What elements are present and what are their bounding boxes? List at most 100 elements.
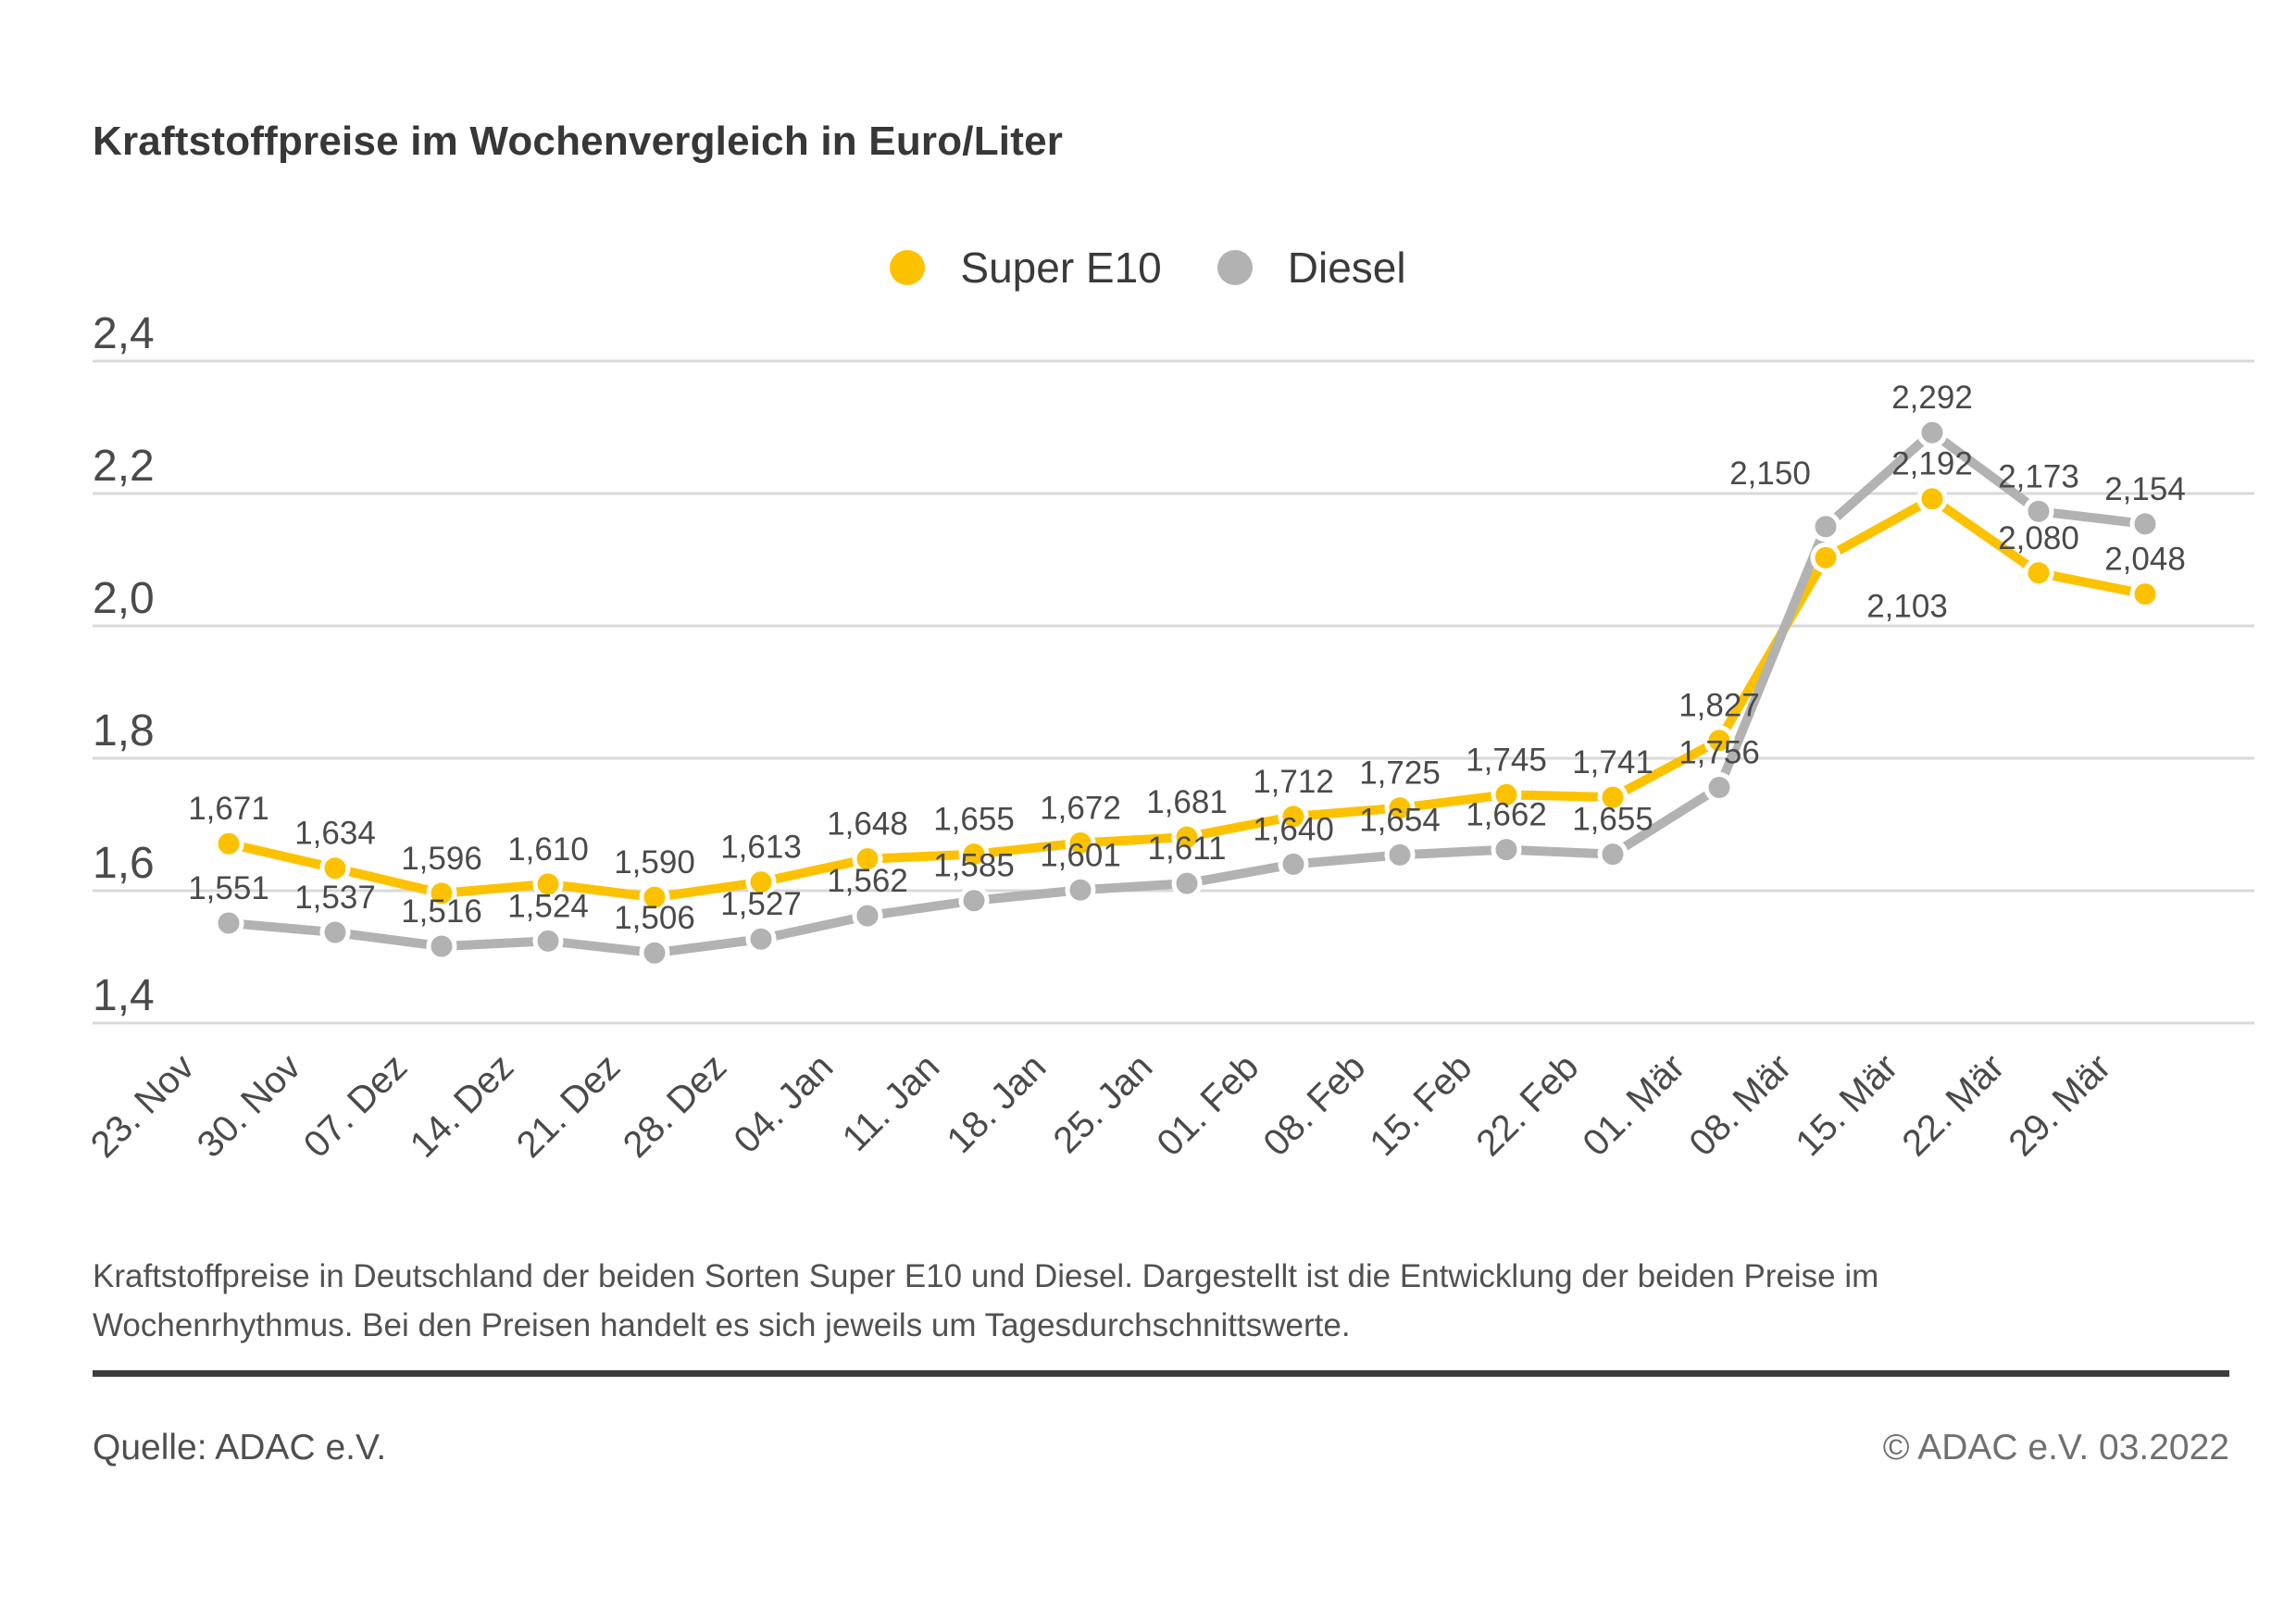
x-axis-tick-label: 08. Mär <box>1681 1046 1799 1164</box>
page-title: Kraftstoffpreise im Wochenvergleich in E… <box>93 119 1064 164</box>
value-label-super-e10: 1,655 <box>933 802 1015 838</box>
point-diesel <box>1491 834 1522 866</box>
point-diesel <box>532 925 564 956</box>
y-axis-tick-label: 2,2 <box>93 442 155 491</box>
legend-item-diesel: Diesel <box>1217 243 1406 293</box>
point-diesel <box>1597 839 1628 870</box>
point-diesel <box>2129 508 2161 540</box>
value-label-super-e10: 1,610 <box>507 831 589 868</box>
legend-dot-icon <box>1217 250 1253 285</box>
point-diesel <box>639 937 670 968</box>
point-diesel <box>1171 868 1203 899</box>
value-label-diesel: 1,506 <box>614 900 695 936</box>
value-label-diesel: 1,562 <box>827 863 908 899</box>
value-label-diesel: 2,150 <box>1729 456 1811 492</box>
value-label-diesel: 1,585 <box>933 848 1015 884</box>
legend-dot-icon <box>890 250 926 285</box>
value-label-diesel: 1,551 <box>188 870 269 906</box>
x-axis-tick-label: 08. Feb <box>1255 1046 1373 1164</box>
point-super-e10 <box>745 867 777 898</box>
value-label-super-e10: 1,613 <box>720 830 802 866</box>
value-label-super-e10: 1,634 <box>294 816 376 852</box>
x-axis-tick-label: 28. Dez <box>616 1046 735 1166</box>
point-super-e10 <box>852 843 883 875</box>
point-super-e10 <box>2129 579 2161 610</box>
y-axis-tick-label: 1,6 <box>93 839 155 888</box>
x-axis-tick-label: 25. Jan <box>1045 1046 1160 1161</box>
point-diesel <box>745 923 777 955</box>
y-axis-tick-label: 1,8 <box>93 706 155 756</box>
x-axis-tick-label: 15. Mär <box>1788 1046 1905 1164</box>
x-axis-tick-label: 11. Jan <box>835 1046 948 1159</box>
point-super-e10 <box>1597 781 1628 813</box>
point-super-e10 <box>1384 793 1416 824</box>
point-diesel <box>852 900 883 931</box>
point-super-e10 <box>1065 828 1096 859</box>
value-label-super-e10: 1,590 <box>614 844 695 880</box>
x-axis-tick-label: 23. Nov <box>83 1046 203 1166</box>
value-label-super-e10: 1,827 <box>1678 688 1760 724</box>
point-super-e10 <box>213 828 244 859</box>
value-label-super-e10: 1,745 <box>1466 742 1547 778</box>
point-super-e10 <box>532 868 564 900</box>
value-label-super-e10: 1,741 <box>1572 744 1653 781</box>
value-label-diesel: 1,516 <box>401 893 482 930</box>
value-label-super-e10: 1,712 <box>1253 764 1334 800</box>
point-super-e10 <box>1810 542 1841 573</box>
point-super-e10 <box>319 853 351 884</box>
divider-rule <box>93 1370 2229 1377</box>
x-axis-tick-label: 07. Dez <box>296 1046 416 1166</box>
value-label-diesel: 2,154 <box>2104 471 2186 507</box>
value-label-super-e10: 1,725 <box>1359 756 1441 792</box>
point-diesel <box>1384 839 1416 870</box>
x-axis-tick-label: 04. Jan <box>726 1046 841 1161</box>
value-label-diesel: 1,655 <box>1572 802 1653 838</box>
legend-item-super-e10: Super E10 <box>890 243 1162 293</box>
caption-line-2: Wochenrhythmus. Bei den Preisen handelt … <box>93 1307 1351 1343</box>
legend-label: Super E10 <box>960 244 1162 292</box>
x-axis-tick-label: 22. Mär <box>1894 1046 2012 1164</box>
value-label-diesel: 1,527 <box>720 886 802 922</box>
value-label-super-e10: 1,681 <box>1146 784 1228 820</box>
point-diesel <box>2023 495 2054 527</box>
value-label-diesel: 1,537 <box>294 880 376 916</box>
caption-line-1: Kraftstoffpreise in Deutschland der beid… <box>93 1258 1879 1294</box>
y-axis-tick-label: 1,4 <box>93 971 155 1020</box>
value-label-diesel: 1,640 <box>1253 811 1334 847</box>
value-label-super-e10: 2,048 <box>2104 542 2186 578</box>
point-diesel <box>1065 874 1096 905</box>
x-axis-tick-label: 14. Dez <box>403 1046 522 1166</box>
chart-caption: Kraftstoffpreise in Deutschland der beid… <box>93 1252 1878 1350</box>
point-diesel <box>1916 417 1948 448</box>
value-label-diesel: 1,654 <box>1359 802 1441 838</box>
point-super-e10 <box>1171 821 1203 853</box>
x-axis-tick-label: 22. Feb <box>1468 1046 1586 1164</box>
point-super-e10 <box>958 839 990 870</box>
point-super-e10 <box>639 881 670 913</box>
point-diesel <box>213 907 244 939</box>
value-label-super-e10: 1,671 <box>188 791 269 827</box>
value-label-super-e10: 2,103 <box>1866 588 1948 624</box>
point-super-e10 <box>1703 725 1735 756</box>
value-label-diesel: 1,611 <box>1148 830 1227 867</box>
value-label-diesel: 1,756 <box>1678 734 1760 770</box>
point-super-e10 <box>1916 483 1948 515</box>
point-diesel <box>426 930 457 962</box>
point-diesel <box>958 885 990 917</box>
point-super-e10 <box>426 878 457 909</box>
value-label-super-e10: 1,672 <box>1040 791 1121 827</box>
copyright-text: © ADAC e.V. 03.2022 <box>1882 1428 2229 1467</box>
point-diesel <box>1810 511 1841 543</box>
point-diesel <box>1703 771 1735 803</box>
x-axis-tick-label: 18. Jan <box>939 1046 1054 1161</box>
y-axis-tick-label: 2,0 <box>93 574 155 623</box>
x-axis-tick-label: 01. Mär <box>1575 1046 1692 1164</box>
value-label-diesel: 2,173 <box>1998 458 2079 494</box>
point-diesel <box>319 917 351 948</box>
x-axis-tick-label: 15. Feb <box>1362 1046 1479 1164</box>
legend-label: Diesel <box>1287 244 1406 292</box>
value-label-diesel: 1,524 <box>507 888 589 924</box>
value-label-super-e10: 1,596 <box>401 841 482 877</box>
